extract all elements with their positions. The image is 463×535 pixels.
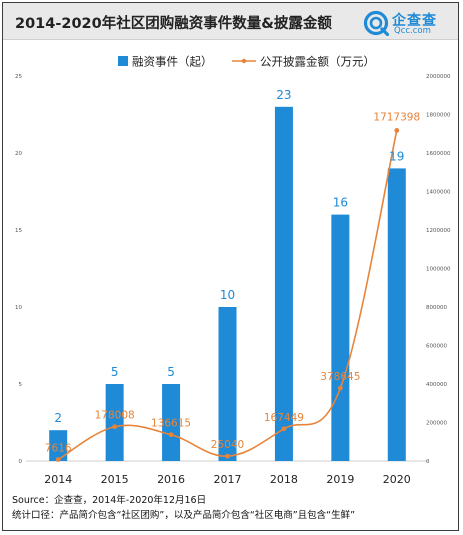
bars — [49, 106, 406, 462]
line-value-label: 378645 — [320, 371, 360, 383]
bar-value-label: 5 — [111, 365, 119, 379]
bar-value-label: 19 — [389, 149, 404, 163]
x-tick-label: 2015 — [101, 473, 129, 486]
y-right-tick-label: 1400000 — [426, 190, 451, 196]
y-right-tick-label: 1000000 — [426, 267, 451, 273]
bar — [49, 430, 68, 461]
line-point — [281, 426, 287, 432]
legend-bar-swatch — [118, 56, 128, 66]
legend: 融资事件（起） 公开披露金额（万元） — [118, 55, 375, 69]
y-left-tick-label: 10 — [15, 305, 22, 311]
line-point — [112, 424, 118, 430]
chart-frame — [2, 2, 459, 531]
bar — [218, 307, 237, 461]
bar — [105, 384, 124, 461]
x-tick-label: 2019 — [326, 473, 354, 486]
line-value-label: 25040 — [211, 439, 244, 451]
legend-line-marker — [241, 58, 247, 64]
line-value-label: 178008 — [95, 410, 135, 422]
legend-line-label: 公开披露金额（万元） — [260, 55, 375, 69]
chart-title: 2014-2020年社区团购融资事件数量&披露金额 — [15, 16, 332, 32]
bar-value-label: 10 — [220, 288, 235, 302]
x-tick-label: 2018 — [270, 473, 298, 486]
bar — [387, 168, 406, 461]
line-point — [168, 432, 174, 438]
bar-value-label: 23 — [276, 88, 291, 102]
y-left-tick-label: 0 — [19, 459, 23, 465]
legend-bar-label: 融资事件（起） — [132, 55, 213, 69]
logo-domain: Qcc.com — [394, 26, 431, 36]
y-right-tick-label: 1600000 — [426, 151, 451, 157]
line-point — [55, 457, 61, 462]
chart-header: 2014-2020年社区团购融资事件数量&披露金额 企查查 Qcc.com — [3, 3, 458, 40]
y-right-tick-label: 1800000 — [426, 113, 451, 119]
y-left-tick-label: 20 — [15, 151, 22, 157]
bar — [162, 384, 181, 461]
line-value-label: 1717398 — [373, 111, 420, 123]
bar-value-label: 5 — [167, 365, 175, 379]
y-right-tick-label: 200000 — [426, 421, 447, 427]
y-left-tick-label: 15 — [15, 228, 22, 234]
methodology-note: 统计口径：产品简介包含“社区团购”，以及产品简介包含“社区电商”且包含“生鲜” — [12, 510, 356, 521]
x-tick-label: 2014 — [44, 473, 72, 486]
line-point — [394, 128, 400, 133]
y-right-tick-label: 800000 — [426, 305, 447, 311]
qcc-logo-icon — [363, 10, 389, 36]
y-left-tick-label: 25 — [15, 74, 22, 80]
amount-line — [57, 130, 398, 461]
qcc-logo: 企查查 Qcc.com — [363, 10, 459, 36]
source-note: Source：企查查，2014年-2020年12月16日 — [12, 495, 207, 506]
y-right-tick-label: 0 — [426, 459, 430, 465]
bar-value-label: 16 — [333, 196, 348, 210]
y-right-tick-label: 600000 — [426, 344, 447, 350]
line-series — [55, 128, 400, 462]
data-labels: 2 5 5 10 23 16 19 7616 178008 136615 25040 167449 37… — [45, 88, 420, 455]
line-value-label: 136615 — [151, 418, 191, 430]
y-right-tick-label: 1200000 — [426, 228, 451, 234]
y-right-tick-label: 400000 — [426, 382, 447, 388]
line-point — [337, 385, 343, 391]
logo-name: 企查查 — [392, 13, 437, 29]
x-tick-label: 2017 — [214, 473, 242, 486]
bar-value-label: 2 — [54, 411, 62, 425]
bar — [331, 214, 350, 461]
x-tick-label: 2016 — [157, 473, 185, 486]
x-tick-label: 2020 — [383, 473, 411, 486]
line-point — [225, 453, 230, 459]
line-value-label: 167449 — [264, 412, 304, 424]
bar — [274, 106, 293, 462]
y-right-tick-label: 2000000 — [426, 74, 451, 80]
line-value-label: 7616 — [45, 443, 72, 455]
y-left-tick-label: 5 — [19, 382, 23, 388]
